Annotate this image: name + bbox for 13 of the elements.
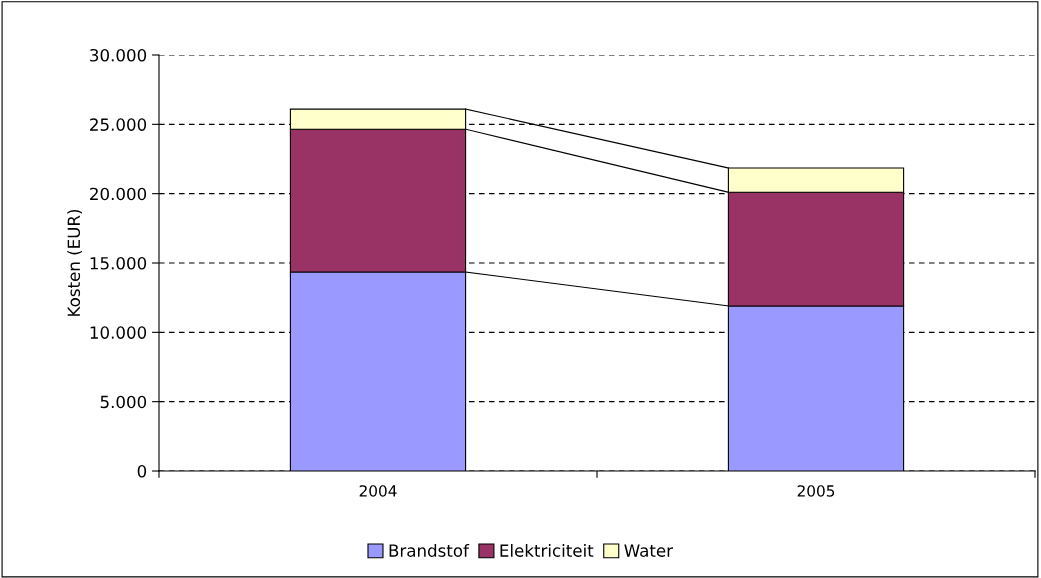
- legend-label: Water: [624, 544, 674, 557]
- legend-label: Elektriciteit: [500, 543, 594, 557]
- y-axis-title: Kosten (EUR): [67, 209, 83, 316]
- y-tick-label: 25.000: [90, 118, 147, 131]
- x-tick-label: 2005: [797, 485, 835, 497]
- y-tick-label: 30.000: [90, 48, 147, 62]
- y-tick-label: 10.000: [90, 326, 147, 339]
- x-tick-label: 2004: [359, 485, 397, 497]
- y-tick-label: 5.000: [100, 395, 147, 409]
- y-tick-label: 15.000: [90, 256, 147, 270]
- y-tick-label: 0: [137, 464, 147, 478]
- legend-label: Brandstof: [389, 543, 470, 557]
- y-tick-label: 20.000: [90, 187, 147, 201]
